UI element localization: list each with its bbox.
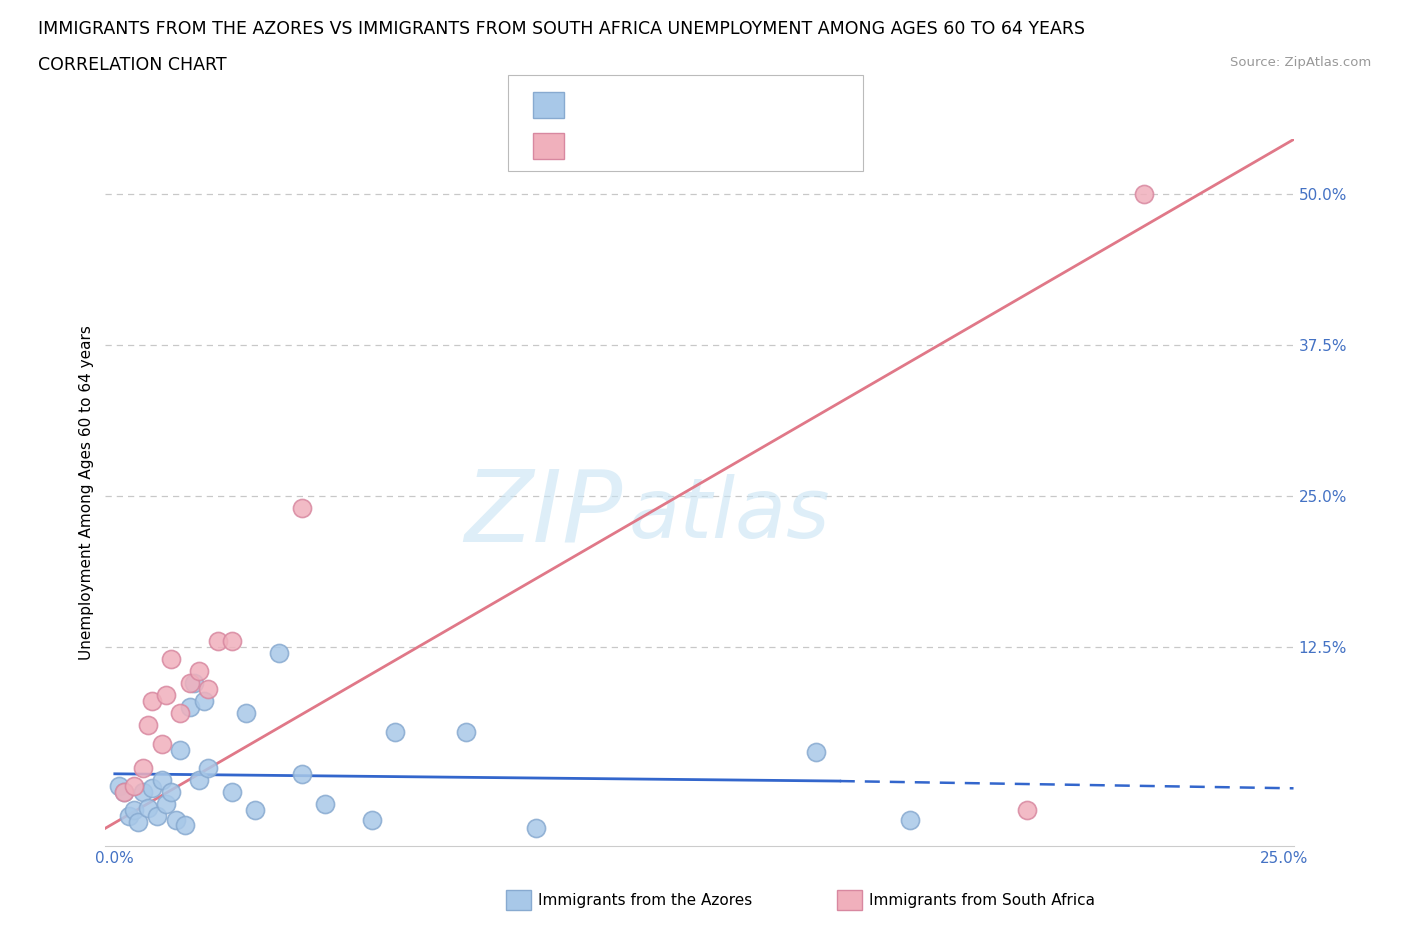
Point	[155, 797, 177, 812]
Point	[122, 778, 145, 793]
Point	[150, 737, 173, 751]
Point	[160, 785, 183, 800]
Point	[146, 809, 169, 824]
Point	[454, 724, 477, 739]
Point	[136, 800, 159, 815]
Point	[193, 694, 215, 709]
Text: R =  0.911: R = 0.911	[578, 138, 673, 155]
Point	[183, 676, 205, 691]
Point	[361, 812, 384, 827]
Point	[141, 781, 163, 796]
Point	[1015, 803, 1038, 817]
Point	[155, 688, 177, 703]
Point	[291, 766, 314, 781]
Point	[221, 785, 243, 800]
Point	[291, 500, 314, 515]
Text: N = 32: N = 32	[718, 96, 782, 113]
Text: Source: ZipAtlas.com: Source: ZipAtlas.com	[1230, 56, 1371, 69]
Point	[108, 778, 131, 793]
Point	[112, 785, 135, 800]
Point	[112, 785, 135, 800]
Point	[160, 652, 183, 667]
Point	[179, 676, 201, 691]
Point	[188, 664, 211, 679]
Text: R = -0.029: R = -0.029	[578, 96, 675, 113]
Point	[132, 761, 155, 776]
Point	[132, 785, 155, 800]
Point	[524, 821, 547, 836]
Point	[127, 815, 149, 830]
Text: Immigrants from the Azores: Immigrants from the Azores	[538, 893, 752, 908]
Text: CORRELATION CHART: CORRELATION CHART	[38, 56, 226, 73]
Point	[165, 812, 187, 827]
Point	[267, 645, 290, 660]
Point	[174, 817, 197, 832]
Text: IMMIGRANTS FROM THE AZORES VS IMMIGRANTS FROM SOUTH AFRICA UNEMPLOYMENT AMONG AG: IMMIGRANTS FROM THE AZORES VS IMMIGRANTS…	[38, 20, 1085, 38]
Point	[169, 742, 191, 757]
Text: N = 17: N = 17	[718, 138, 782, 155]
Text: ZIP: ZIP	[464, 466, 623, 563]
Text: Immigrants from South Africa: Immigrants from South Africa	[869, 893, 1095, 908]
Point	[243, 803, 266, 817]
Point	[197, 761, 219, 776]
Y-axis label: Unemployment Among Ages 60 to 64 years: Unemployment Among Ages 60 to 64 years	[79, 326, 94, 660]
Point	[136, 718, 159, 733]
Text: atlas: atlas	[628, 473, 830, 554]
Point	[1133, 186, 1156, 201]
Point	[169, 706, 191, 721]
Point	[314, 797, 336, 812]
Point	[141, 694, 163, 709]
Point	[235, 706, 257, 721]
Point	[898, 812, 921, 827]
Point	[150, 773, 173, 788]
Point	[122, 803, 145, 817]
Point	[179, 700, 201, 715]
Point	[118, 809, 141, 824]
Point	[806, 745, 828, 760]
Point	[188, 773, 211, 788]
Point	[384, 724, 406, 739]
Point	[221, 633, 243, 648]
Point	[207, 633, 229, 648]
Point	[197, 682, 219, 697]
